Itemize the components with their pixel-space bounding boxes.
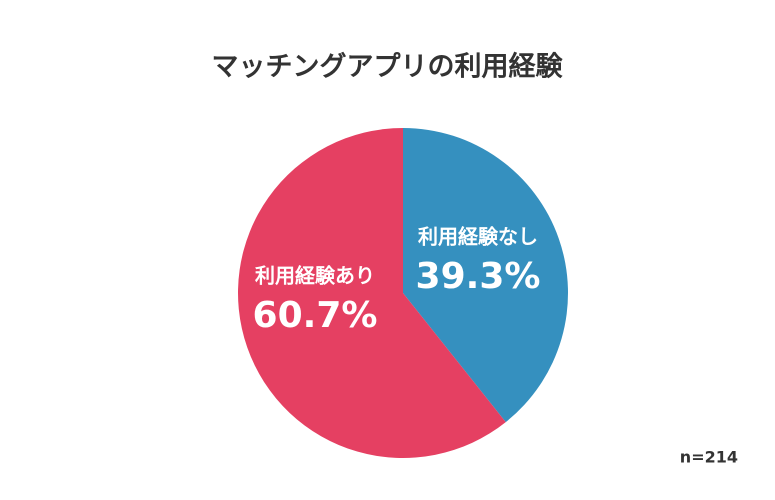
slice-label: 利用経験あり [255, 264, 375, 288]
slice-label: 利用経験なし [418, 225, 538, 249]
pie-slice [238, 128, 506, 458]
value-label: 60.7% [253, 295, 378, 336]
value-label: 39.3% [416, 256, 541, 297]
chart-title: マッチングアプリの利用経験 [212, 51, 564, 83]
sample-note: n=214 [680, 448, 738, 467]
pie-slice [403, 128, 568, 423]
